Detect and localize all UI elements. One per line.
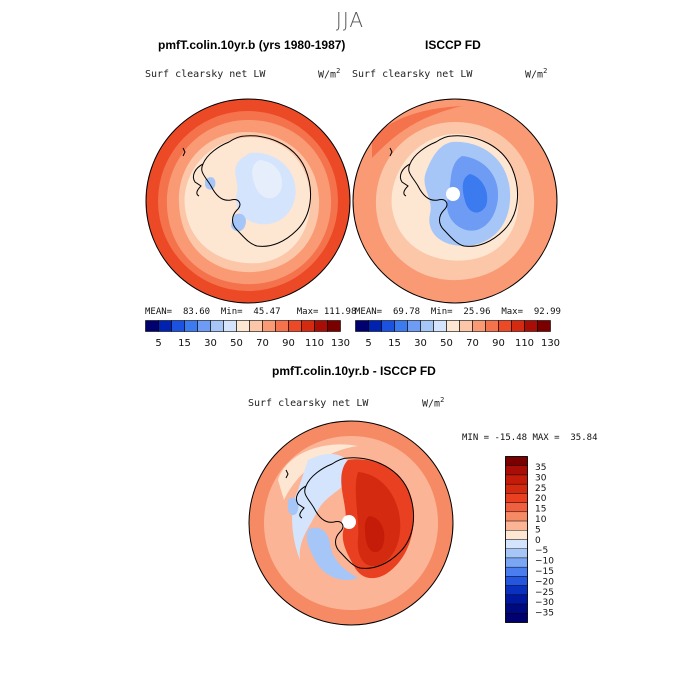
diff-colorbar-tick-label: 20 xyxy=(535,494,547,504)
left-colorbar-swatch xyxy=(184,320,198,332)
right-colorbar-swatch xyxy=(420,320,434,332)
right-colorbar-swatch xyxy=(355,320,369,332)
diff-colorbar-swatch xyxy=(505,520,528,531)
diff-colorbar-tick-label: −15 xyxy=(535,567,554,577)
right-colorbar-tick-label: 110 xyxy=(515,338,534,349)
diff-colorbar-tick-label: −20 xyxy=(535,577,554,587)
diff-colorbar-tick-label: 30 xyxy=(535,473,547,483)
diff-colorbar-swatch xyxy=(505,493,528,503)
left-colorbar-swatch xyxy=(288,320,302,332)
diff-colorbar-tick-label: −30 xyxy=(535,598,554,608)
left-units-label: W/m2 xyxy=(318,67,341,81)
diff-colorbar-swatch xyxy=(505,530,528,540)
right-polar-map xyxy=(352,98,558,304)
left-colorbar-swatch xyxy=(249,320,263,332)
diff-colorbar-swatch xyxy=(505,456,528,466)
diff-colorbar-swatch xyxy=(505,603,528,614)
diff-colorbar-swatch xyxy=(505,557,528,568)
left-colorbar-tick-label: 5 xyxy=(155,338,161,349)
right-colorbar-swatch xyxy=(524,320,538,332)
diff-colorbar-swatch xyxy=(505,483,528,494)
right-colorbar-tick-label: 90 xyxy=(492,338,505,349)
diff-colorbar-tick-label: 10 xyxy=(535,515,547,525)
right-colorbar-tick-label: 70 xyxy=(466,338,479,349)
right-colorbar-swatch xyxy=(537,320,551,332)
right-colorbar-swatch xyxy=(459,320,473,332)
right-colorbar-swatch xyxy=(446,320,460,332)
diff-colorbar-swatch xyxy=(505,576,528,586)
left-colorbar-tick-label: 30 xyxy=(204,338,217,349)
right-colorbar-swatch xyxy=(472,320,486,332)
diff-units-label: W/m2 xyxy=(422,396,445,410)
season-title: JJA xyxy=(335,8,365,32)
diff-colorbar-swatch xyxy=(505,613,528,623)
right-panel-title: ISCCP FD xyxy=(425,38,481,52)
left-colorbar-swatch xyxy=(158,320,172,332)
right-colorbar-tick-label: 30 xyxy=(414,338,427,349)
diff-colorbar-swatch xyxy=(505,585,528,596)
left-colorbar-swatch xyxy=(327,320,341,332)
left-colorbar-tick-label: 70 xyxy=(256,338,269,349)
diff-colorbar-tick-label: 25 xyxy=(535,484,546,494)
left-colorbar-swatch xyxy=(301,320,315,332)
left-polar-map xyxy=(145,98,351,304)
diff-polar-map xyxy=(248,420,454,626)
left-variable-label: Surf clearsky net LW xyxy=(145,69,266,80)
diff-colorbar-tick-label: 5 xyxy=(535,525,541,535)
right-colorbar-swatch xyxy=(368,320,382,332)
left-colorbar-tick-label: 130 xyxy=(331,338,350,349)
left-colorbar-swatch xyxy=(262,320,276,332)
left-panel-title: pmfT.colin.10yr.b (yrs 1980-1987) xyxy=(158,38,346,52)
left-colorbar-swatch xyxy=(171,320,185,332)
right-colorbar-tick-label: 50 xyxy=(440,338,453,349)
diff-colorbar-tick-label: −10 xyxy=(535,557,554,567)
right-colorbar-swatch xyxy=(498,320,512,332)
left-stats: MEAN= 83.60 Min= 45.47 Max= 111.98 xyxy=(145,307,357,317)
right-colorbar-tick-label: 5 xyxy=(365,338,371,349)
diff-colorbar-tick-label: −35 xyxy=(535,609,554,619)
left-colorbar-tick-label: 15 xyxy=(178,338,191,349)
left-colorbar-swatch xyxy=(275,320,289,332)
diff-colorbar-swatch xyxy=(505,539,528,549)
diff-colorbar-swatch xyxy=(505,502,528,513)
right-variable-label: Surf clearsky net LW xyxy=(352,69,473,80)
left-colorbar: 5 15 30 50 70 90 110 130 xyxy=(145,320,350,349)
left-colorbar-swatch xyxy=(145,320,159,332)
diff-colorbar-swatch xyxy=(505,465,528,476)
diff-colorbar-swatch xyxy=(505,566,528,577)
diff-colorbar-tick-label: −5 xyxy=(535,546,548,556)
right-colorbar-swatch xyxy=(381,320,395,332)
diff-colorbar-tick-label: 35 xyxy=(535,463,546,473)
diff-colorbar-swatch xyxy=(505,548,528,559)
right-stats: MEAN= 69.78 Min= 25.96 Max= 92.99 xyxy=(355,307,561,317)
diff-panel-title: pmfT.colin.10yr.b - ISCCP FD xyxy=(272,364,436,378)
diff-colorbar-tick-label: 15 xyxy=(535,505,546,515)
diff-stats: MIN = -15.48 MAX = 35.84 xyxy=(462,433,598,443)
right-colorbar-swatch xyxy=(485,320,499,332)
left-colorbar-tick-label: 50 xyxy=(230,338,243,349)
left-colorbar-swatch xyxy=(223,320,237,332)
diff-colorbar-swatch xyxy=(505,511,528,522)
diff-colorbar-swatch xyxy=(505,474,528,485)
right-colorbar-swatch xyxy=(433,320,447,332)
right-colorbar-swatch xyxy=(407,320,421,332)
right-colorbar-swatch xyxy=(394,320,408,332)
left-colorbar-swatch xyxy=(314,320,328,332)
diff-colorbar-tick-label: 0 xyxy=(535,536,541,546)
left-colorbar-tick-label: 110 xyxy=(305,338,324,349)
diff-colorbar-swatch xyxy=(505,594,528,605)
right-units-label: W/m2 xyxy=(525,67,548,81)
right-colorbar-tick-label: 130 xyxy=(541,338,560,349)
right-colorbar-tick-label: 15 xyxy=(388,338,401,349)
left-colorbar-tick-label: 90 xyxy=(282,338,295,349)
right-colorbar: 5 15 30 50 70 90 110 130 xyxy=(355,320,560,349)
right-colorbar-swatch xyxy=(511,320,525,332)
diff-colorbar-tick-label: −25 xyxy=(535,588,554,598)
left-colorbar-swatch xyxy=(197,320,211,332)
diff-variable-label: Surf clearsky net LW xyxy=(248,398,369,409)
left-colorbar-swatch xyxy=(236,320,250,332)
left-colorbar-swatch xyxy=(210,320,224,332)
